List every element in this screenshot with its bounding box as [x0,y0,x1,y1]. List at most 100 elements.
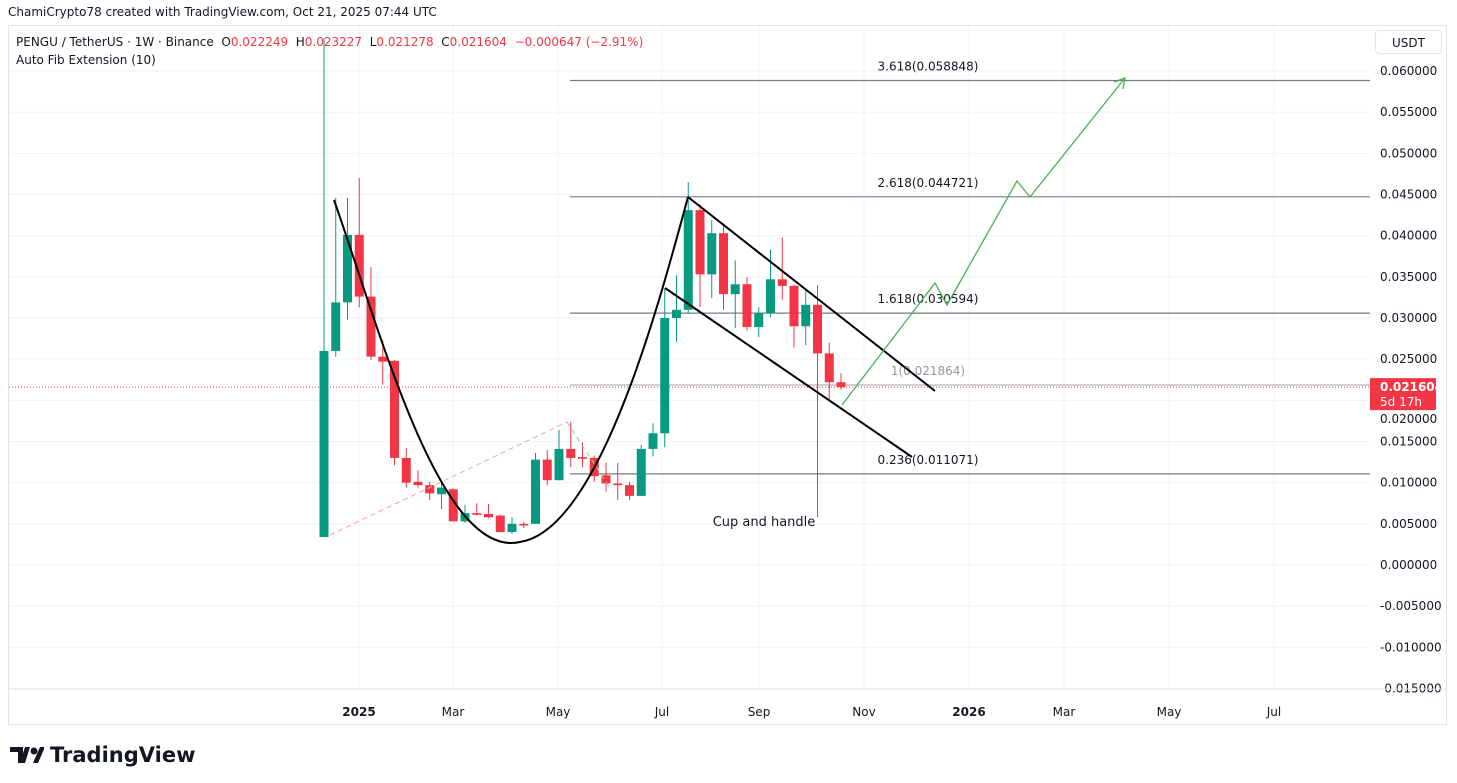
candle-body [683,210,693,310]
cup-and-handle-label: Cup and handle [713,515,816,530]
symbol-name[interactable]: PENGU / TetherUS · 1W · Binance [16,35,214,49]
candle-body [695,210,705,275]
x-tick-label: May [546,705,571,719]
chart-credit: ChamiCrypto78 created with TradingView.c… [8,5,437,19]
high-label: H [295,35,305,49]
y-tick-label: 0.015000 [1380,435,1437,449]
candle [401,448,411,488]
candle-body [813,304,822,354]
candle [495,514,505,533]
handle-lower-trendline [664,287,913,458]
candle [413,470,423,488]
indicator-label[interactable]: Auto Fib Extension (10) [16,53,156,67]
bar-countdown: 5d 17h [1380,395,1422,409]
open-label: O [221,35,231,49]
candle-body [354,234,364,297]
fib-level-label: 1.618(0.030594) [878,292,979,306]
y-tick-label: 0.035000 [1380,270,1437,284]
y-tick-label: -0.005000 [1380,599,1442,613]
y-tick-label: -0.015000 [1380,681,1442,695]
candle-body [777,279,787,286]
candle [824,342,834,401]
currency-button[interactable]: USDT [1375,30,1442,54]
x-tick-label: 2025 [342,705,375,719]
x-tick-label: Mar [1053,705,1076,719]
candle [437,482,446,510]
candle-body [660,318,670,434]
x-tick-label: Jul [1266,705,1281,719]
candle-body [319,350,329,538]
candle-body [836,382,846,388]
candle [777,237,787,300]
y-tick-label: 0.000000 [1380,558,1437,572]
x-tick-label: May [1157,705,1182,719]
candle-body [801,304,811,327]
fib-level-label: 1(0.021864) [891,364,965,378]
candle [813,285,822,518]
candle [519,522,529,528]
candle [366,266,376,360]
open-value: 0.022249 [230,35,289,49]
candle-body [742,284,752,328]
low-value: 0.021278 [376,35,434,49]
candle [601,462,611,492]
last-price-value: 0.021604 [1380,380,1443,394]
candle [484,504,493,519]
candle-body [672,309,681,319]
candle [378,340,388,385]
candle [695,204,705,308]
candle [660,288,670,448]
candle-body [730,284,740,295]
candle-body [472,513,482,515]
candle-body [766,279,775,314]
tradingview-logo[interactable]: TradingView [10,743,195,767]
candle [343,197,352,320]
candle [542,449,552,486]
candle-body [401,457,411,483]
candle-body [578,457,587,459]
candle-body [613,483,623,486]
candle [448,488,458,522]
close-label: C [441,35,450,49]
candle-body [754,313,764,328]
candle [801,290,811,346]
candle-body [601,475,611,484]
candle [319,38,329,538]
fib-level-label: 3.618(0.058848) [878,60,979,74]
handle-upper-trendline [687,196,936,392]
candle [672,275,681,342]
brand-name: TradingView [50,743,196,767]
candle-body [425,485,435,494]
candle-body [390,360,399,458]
candle [354,178,364,308]
candle-body [566,448,576,458]
candle-body [378,356,388,362]
x-tick-label: Sep [748,705,771,719]
candle-body [636,448,646,496]
y-tick-label: -0.010000 [1380,640,1442,654]
high-value: 0.023227 [304,35,363,49]
close-value: 0.021604 [449,35,507,49]
fib-level-label: 2.618(0.044721) [878,176,979,190]
candle-body [366,296,376,357]
candle-body [789,285,799,327]
candle [472,503,482,516]
candle [742,276,752,331]
y-tick-label: 0.025000 [1380,352,1437,366]
x-tick-label: Jul [654,705,669,719]
fib-level-label: 0.236(0.011071) [878,453,979,467]
candle-body [707,233,717,275]
symbol-ohlc-row: PENGU / TetherUS · 1W · Binance O0.02224… [16,33,643,51]
candle [425,481,435,500]
candle-body [542,459,552,481]
candle [507,517,517,534]
candle [789,284,799,348]
x-tick-label: 2026 [952,705,985,719]
y-tick-label: 0.045000 [1380,188,1437,202]
candle [636,444,646,496]
candle-body [519,523,529,526]
x-tick-label: Nov [852,705,875,719]
change-value: −0.000647 (−2.91%) [514,35,644,49]
candle [566,421,576,468]
